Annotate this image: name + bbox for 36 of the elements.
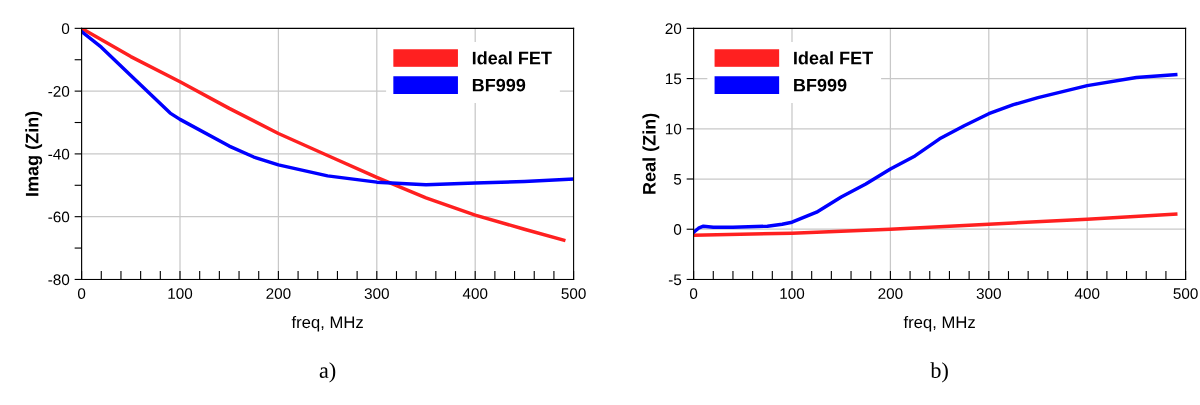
y-tick-label: -5 [668,274,682,286]
x-tick-label: 300 [364,288,389,300]
y-tick-label: 5 [673,174,682,185]
y-tick-label: -20 [48,85,70,97]
y-axis-title: Imag (Zin) [25,111,43,196]
legend-label: Ideal FET [794,51,873,65]
x-tick-label: 500 [561,288,586,300]
y-tick-label: 20 [665,23,682,35]
x-axis-title: freq, MHz [291,315,363,332]
y-tick-label: 10 [665,123,682,135]
x-tick-label: 200 [878,288,903,300]
x-tick-label: 0 [77,288,86,300]
y-tick-label: -60 [48,211,70,223]
x-tick-label: 400 [1074,288,1100,300]
x-tick-label: 300 [976,288,1001,300]
line-series [81,28,566,242]
x-tick-label: 100 [168,288,193,300]
y-axis-title: Real (Zin) [642,113,660,194]
text: b) [930,362,948,383]
line-series [693,212,1178,237]
legend-label: Ideal FET [472,51,552,65]
x-tick-label: 200 [266,288,291,300]
y-tick-label: -80 [48,274,70,286]
y-tick-label: -40 [48,148,70,160]
x-tick-label: 100 [780,288,805,300]
y-tick-label: 15 [665,73,682,85]
x-tick-label: 0 [689,288,698,300]
legend-label: BF999 [472,78,526,92]
line-series [693,72,1178,234]
x-axis-title: freq, MHz [903,315,975,332]
x-tick-label: 400 [462,288,488,300]
y-tick-label: 0 [61,23,70,35]
legend-label: BF999 [794,78,847,92]
text: a) [319,362,336,383]
x-tick-label: 500 [1173,288,1198,300]
y-tick-label: 0 [673,224,682,235]
